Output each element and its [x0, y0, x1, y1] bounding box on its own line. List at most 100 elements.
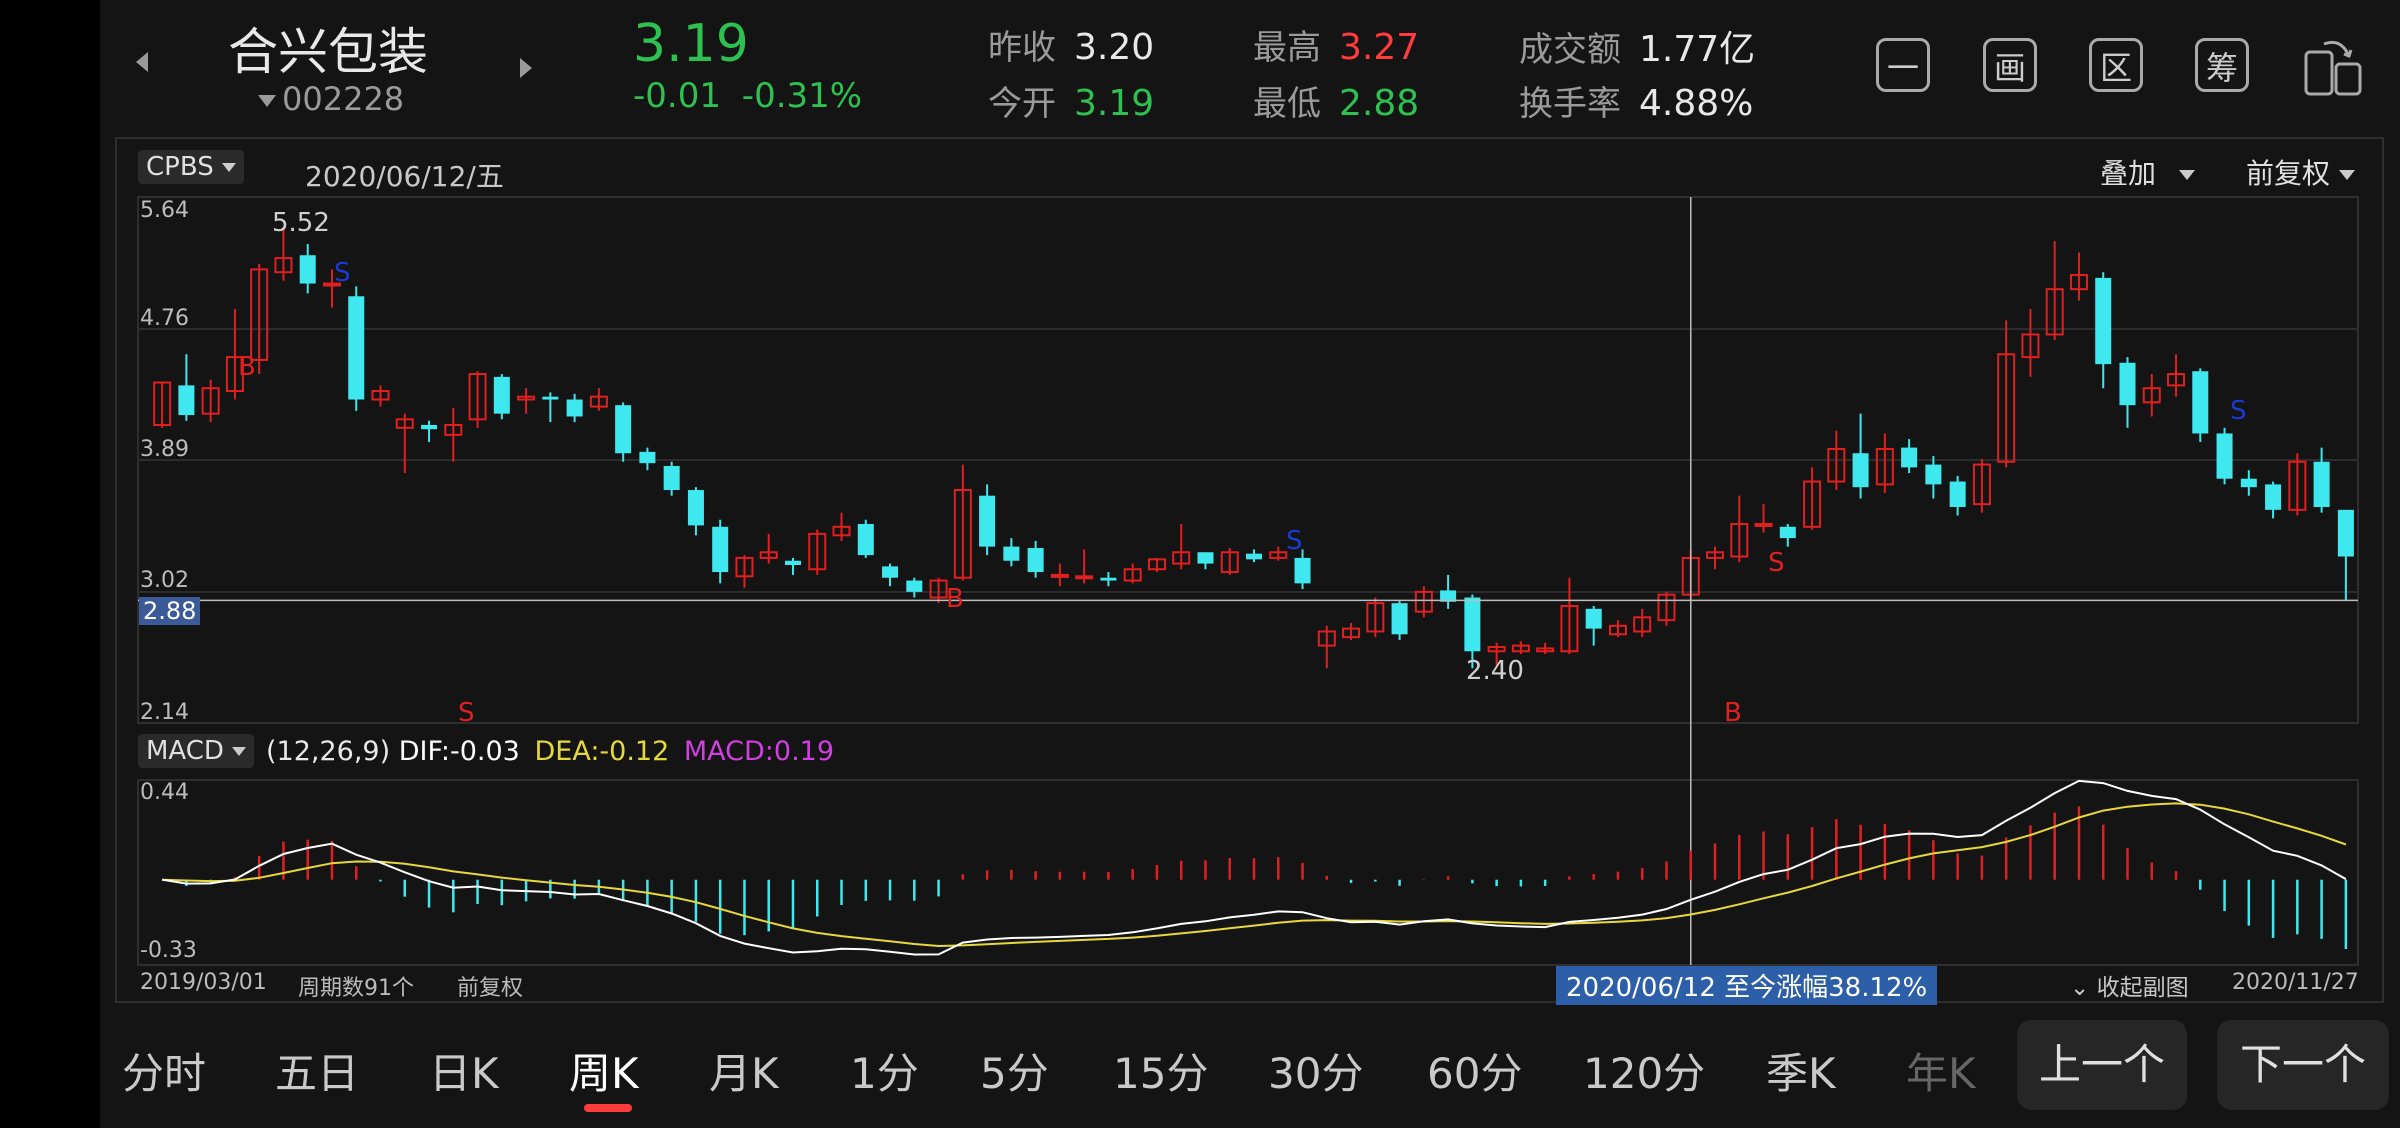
macd-values: (12,26,9) DIF:-0.03 DEA:-0.12 MACD:0.19 — [266, 736, 834, 767]
candle-up — [250, 268, 269, 361]
macd-bottom-tick: -0.33 — [140, 938, 197, 963]
buy-signal: S — [1768, 548, 1785, 578]
range-tool-button[interactable]: 区 — [2089, 38, 2143, 92]
candle-down — [1003, 546, 1020, 561]
candle-down — [857, 523, 874, 556]
stat-label: 今开 — [988, 84, 1056, 124]
stock-code-dropdown[interactable]: 002228 — [258, 80, 404, 118]
candle-down — [2119, 362, 2136, 406]
prev-stock-arrow[interactable] — [136, 52, 148, 72]
candle-up — [468, 373, 487, 421]
candle-up — [1075, 575, 1094, 580]
candle-up — [1706, 551, 1725, 559]
candle-up — [322, 282, 341, 287]
next-stock-arrow[interactable] — [520, 58, 532, 78]
candle-up — [1220, 551, 1239, 574]
chevron-down-icon — [2338, 170, 2355, 180]
tab-monthly-k[interactable]: 月K — [709, 1049, 779, 1098]
adjust-label: 前复权 — [2246, 157, 2331, 190]
macd-selector[interactable]: MACD — [138, 734, 255, 768]
candle-down — [421, 424, 438, 430]
candle-up — [1875, 448, 1894, 486]
stat-value: 2.88 — [1339, 83, 1420, 124]
candle-up — [1366, 602, 1385, 633]
active-tab-indicator — [584, 1104, 632, 1112]
next-button[interactable]: 下一个 — [2217, 1020, 2389, 1110]
tab-five-day[interactable]: 五日 — [275, 1049, 360, 1098]
minimize-tool-button[interactable]: 一 — [1876, 38, 1930, 92]
stat-label: 换手率 — [1519, 84, 1621, 124]
dif-line — [161, 779, 2347, 956]
candle-down — [1925, 464, 1942, 485]
chips-tool-button[interactable]: 筹 — [2195, 38, 2249, 92]
stat-value: 3.27 — [1339, 27, 1420, 68]
quote-stat: 换手率 4.88% — [1519, 76, 1753, 125]
macd-label: MACD — [146, 736, 224, 766]
candle-down — [1901, 447, 1918, 468]
tab-yearly-k[interactable]: 年K — [1906, 1049, 1976, 1098]
candle-up — [1511, 644, 1530, 653]
candlestick-chart[interactable] — [100, 0, 2400, 1010]
sell-signal: S — [1286, 526, 1303, 556]
overlay-menu[interactable]: 叠加 — [2100, 152, 2195, 192]
candle-up — [1317, 630, 1336, 647]
macd-params: (12,26,9) — [266, 736, 391, 767]
candle-down — [566, 399, 583, 417]
candle-up — [1803, 480, 1822, 528]
candle-down — [1245, 553, 1263, 560]
chevron-down-icon — [2178, 170, 2195, 180]
tab-intraday[interactable]: 分时 — [122, 1049, 207, 1098]
candle-down — [1585, 608, 1602, 629]
candle-down — [542, 396, 559, 400]
candle-up — [2021, 333, 2040, 359]
chevron-down-icon — [232, 747, 247, 756]
candle-up — [444, 423, 463, 436]
tab-15min[interactable]: 15分 — [1113, 1049, 1209, 1098]
change-value: -0.01 — [633, 76, 721, 116]
price-change: -0.01 -0.31% — [633, 76, 862, 116]
tab-weekly-k[interactable]: 周K — [569, 1049, 639, 1098]
collapse-subchart-button[interactable]: ⌄ 收起副图 — [2070, 968, 2189, 1002]
candle-down — [1440, 590, 1457, 602]
tab-quarterly-k[interactable]: 季K — [1766, 1049, 1836, 1098]
candle-down — [1294, 557, 1311, 584]
candle-down — [2265, 484, 2282, 510]
buy-signal: B — [238, 352, 256, 382]
chevron-down-icon — [221, 163, 236, 172]
candle-up — [2142, 387, 2161, 404]
candle-up — [274, 257, 293, 274]
tab-60min[interactable]: 60分 — [1427, 1049, 1523, 1098]
rotate-screen-icon[interactable] — [2300, 34, 2364, 98]
previous-button[interactable]: 上一个 — [2017, 1020, 2187, 1110]
candle-down — [687, 490, 704, 526]
stock-app: 合兴包装 002228 3.19 -0.01 -0.31% 昨收 3.20 今开 3.… — [100, 0, 2400, 1128]
tab-daily-k[interactable]: 日K — [429, 1049, 499, 1098]
tab-30min[interactable]: 30分 — [1268, 1049, 1364, 1098]
chart-frame — [115, 137, 2384, 1003]
buy-signal: B — [946, 584, 964, 614]
stock-code: 002228 — [282, 80, 405, 118]
stat-label: 最低 — [1253, 84, 1321, 124]
tab-120min[interactable]: 120分 — [1583, 1049, 1706, 1098]
current-price: 3.19 — [633, 14, 749, 74]
adjust-menu[interactable]: 前复权 — [2246, 152, 2355, 192]
candle-down — [1027, 548, 1044, 573]
tab-5min[interactable]: 5分 — [980, 1049, 1049, 1098]
candle-down — [348, 296, 365, 400]
candle-up — [1633, 616, 1652, 633]
stat-value: 3.19 — [1074, 83, 1155, 124]
candle-down — [882, 566, 899, 578]
candle-up — [1536, 647, 1555, 653]
indicator-selector[interactable]: CPBS — [138, 150, 244, 184]
macd-top-tick: 0.44 — [140, 780, 189, 805]
stat-value: 1.77亿 — [1639, 29, 1756, 70]
candle-up — [1560, 605, 1579, 653]
candle-up — [2045, 288, 2064, 336]
candle-down — [979, 495, 996, 547]
sell-signal: S — [334, 258, 351, 288]
draw-tool-button[interactable]: 画 — [1983, 38, 2037, 92]
candle-up — [2167, 373, 2186, 387]
cursor-date: 2020/06/12/五 — [305, 160, 504, 193]
tab-1min[interactable]: 1分 — [850, 1049, 919, 1098]
stock-name: 合兴包装 — [228, 23, 428, 81]
